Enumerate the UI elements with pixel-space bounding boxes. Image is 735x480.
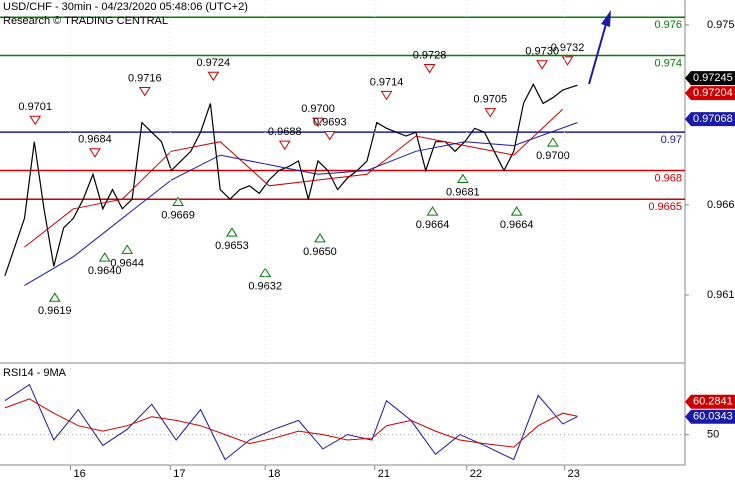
- series-line: [4, 82, 578, 276]
- low-marker: [510, 206, 523, 216]
- price-tag-label: 0.97204: [693, 87, 733, 99]
- high-label: 0.9700: [301, 103, 335, 115]
- series-line: [4, 398, 578, 448]
- low-marker: [98, 252, 111, 262]
- low-marker: [314, 232, 326, 243]
- high-marker: [138, 87, 151, 97]
- price-tag: [685, 409, 735, 424]
- high-marker: [29, 115, 42, 126]
- high-label: 0.9701: [18, 101, 52, 113]
- low-marker: [48, 292, 61, 302]
- low-label: 0.9640: [88, 265, 122, 277]
- level-label: 0.97: [661, 134, 682, 146]
- level-label: 0.968: [654, 172, 682, 184]
- low-marker: [121, 244, 134, 254]
- high-marker: [323, 131, 336, 141]
- high-marker: [278, 140, 291, 151]
- high-label: 0.9693: [313, 116, 347, 128]
- low-label: 0.9669: [161, 209, 195, 221]
- high-marker: [536, 60, 549, 70]
- price-tag-label: 60.0343: [693, 411, 733, 423]
- low-marker: [172, 196, 185, 207]
- low-label: 0.9653: [215, 240, 249, 252]
- low-marker: [546, 137, 559, 147]
- x-tick-label: 17: [173, 468, 185, 480]
- high-marker: [89, 148, 101, 158]
- low-marker: [456, 173, 469, 184]
- x-tick-label: 21: [378, 468, 390, 480]
- low-marker: [226, 227, 238, 237]
- x-tick-label: 22: [470, 468, 482, 480]
- price-tag-label: 60.2841: [693, 396, 733, 408]
- high-label: 0.9730: [525, 46, 559, 58]
- chart-subtitle: Research © TRADING CENTRAL: [3, 15, 168, 27]
- low-label: 0.9664: [416, 219, 450, 231]
- price-tag: [685, 71, 735, 86]
- y-tick-label: 0.9615: [707, 289, 735, 301]
- x-tick-label: 18: [268, 468, 280, 480]
- low-label: 0.9644: [110, 257, 144, 269]
- y-tick-label: 0.9662: [707, 199, 735, 211]
- low-marker: [426, 206, 439, 216]
- low-label: 0.9681: [446, 186, 480, 198]
- y-tick-label: 0.9756: [707, 19, 735, 31]
- price-tag-label: 0.97068: [693, 113, 733, 125]
- price-tag: [685, 86, 735, 101]
- high-label: 0.9716: [128, 72, 162, 84]
- high-marker: [312, 117, 324, 128]
- low-label: 0.9650: [303, 246, 337, 258]
- series-line: [4, 383, 578, 461]
- price-tag: [685, 112, 735, 127]
- low-label: 0.9619: [38, 305, 72, 317]
- high-marker: [207, 71, 220, 82]
- low-label: 0.9632: [248, 280, 282, 292]
- high-marker: [380, 90, 393, 101]
- high-label: 0.9714: [370, 76, 404, 88]
- high-marker: [423, 64, 436, 74]
- price-tag-label: 0.97245: [693, 72, 733, 84]
- price-tag: [685, 394, 735, 409]
- high-label: 0.9732: [551, 42, 585, 54]
- y-tick-label: 50: [707, 429, 719, 441]
- forecast-arrow: [588, 23, 607, 85]
- high-label: 0.9724: [197, 57, 231, 69]
- high-label: 0.9705: [473, 93, 507, 105]
- chart-title: USD/CHF - 30min - 04/23/2020 05:48:06 (U…: [3, 1, 248, 13]
- low-label: 0.9700: [536, 150, 570, 162]
- forecast-arrow-head: [601, 10, 611, 27]
- series-line: [24, 108, 564, 248]
- high-label: 0.9688: [268, 126, 302, 138]
- level-label: 0.974: [654, 57, 682, 69]
- high-marker: [484, 108, 497, 118]
- x-tick-label: 23: [568, 468, 580, 480]
- rsi-title: RSI14 - 9MA: [3, 367, 67, 379]
- series-line: [24, 122, 578, 286]
- x-tick-label: 16: [73, 468, 85, 480]
- level-label: 0.9665: [648, 201, 682, 213]
- low-label: 0.9664: [500, 219, 534, 231]
- high-label: 0.9728: [413, 49, 447, 61]
- high-label: 0.9684: [78, 134, 112, 146]
- level-label: 0.976: [654, 19, 682, 31]
